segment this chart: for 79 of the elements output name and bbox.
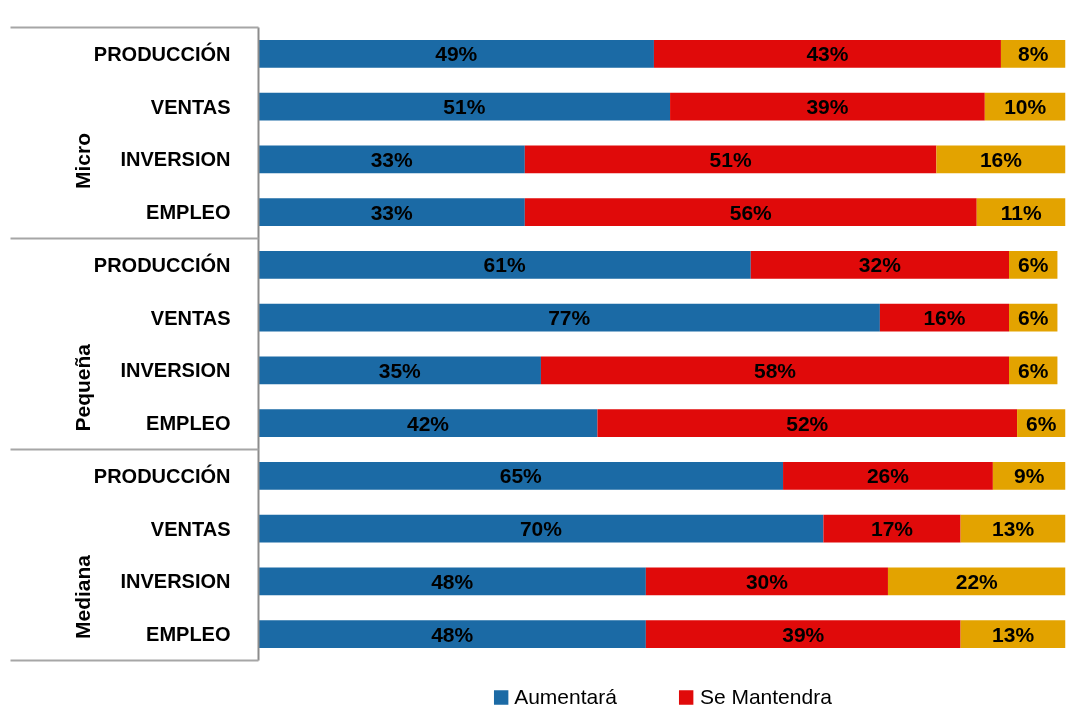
- data-label: 51%: [443, 95, 486, 119]
- data-label: 51%: [709, 147, 752, 171]
- text: Mediana: [71, 554, 94, 640]
- bar: [783, 461, 993, 490]
- text: Micro: [71, 132, 94, 190]
- legend-label: Se Mantendra: [699, 685, 832, 709]
- bar: [258, 409, 598, 438]
- bar: [645, 620, 961, 649]
- data-label: 56%: [729, 200, 773, 224]
- bar: [597, 409, 1018, 438]
- bar: [540, 356, 1010, 385]
- data-label: 16%: [979, 147, 1023, 171]
- data-label: 8%: [1018, 42, 1049, 66]
- y-tick-label: PRODUCCIÓN: [93, 41, 231, 65]
- data-label: 49%: [435, 42, 478, 66]
- data-label: 6%: [1026, 411, 1057, 435]
- data-label: 39%: [806, 95, 849, 119]
- data-label: 39%: [782, 622, 825, 646]
- data-label: 77%: [548, 306, 591, 330]
- data-label: 13%: [992, 622, 1035, 646]
- y-tick-label: PRODUCCIÓN: [93, 463, 231, 487]
- bar: [645, 567, 888, 596]
- data-label: 48%: [431, 622, 474, 646]
- bar: [258, 356, 541, 385]
- data-label: 35%: [378, 358, 422, 382]
- data-label: 22%: [955, 569, 999, 593]
- bar: [879, 303, 1010, 332]
- data-label: 43%: [806, 42, 849, 66]
- data-label: 30%: [745, 569, 789, 593]
- y-tick-label: INVERSION: [120, 148, 231, 171]
- bar: [750, 250, 1010, 279]
- data-label: 6%: [1018, 358, 1049, 382]
- data-label: 61%: [483, 253, 526, 277]
- bar: [936, 145, 1066, 174]
- data-label: 33%: [370, 200, 413, 224]
- bar: [258, 620, 646, 649]
- y-tick-label: VENTAS: [150, 517, 231, 540]
- bar: [258, 461, 784, 490]
- bar: [823, 514, 961, 543]
- data-label: 13%: [992, 517, 1035, 541]
- bar: [258, 198, 525, 227]
- data-label: 65%: [499, 464, 543, 488]
- bar: [258, 303, 880, 332]
- bar: [524, 198, 977, 227]
- bar: [258, 567, 646, 596]
- data-label: 58%: [753, 358, 797, 382]
- data-label: 52%: [786, 411, 829, 435]
- data-label: 33%: [370, 147, 413, 171]
- data-label: 10%: [1004, 95, 1047, 119]
- data-label: 70%: [519, 517, 563, 541]
- data-label: 26%: [866, 464, 910, 488]
- bar: [258, 145, 525, 174]
- y-tick-label: EMPLEO: [146, 623, 231, 646]
- data-label: 42%: [406, 411, 450, 435]
- y-tick-label: VENTAS: [150, 95, 231, 118]
- y-tick-label: INVERSION: [120, 359, 231, 382]
- bar: [670, 92, 985, 121]
- data-label: 32%: [858, 253, 902, 277]
- data-label: 48%: [431, 569, 474, 593]
- bar: [258, 250, 751, 279]
- bar: [887, 567, 1066, 596]
- y-tick-label: INVERSION: [120, 570, 231, 593]
- bar: [524, 145, 937, 174]
- y-tick-label: EMPLEO: [146, 412, 231, 435]
- bar: [258, 39, 654, 68]
- legend-label: Aumentará: [514, 685, 617, 709]
- data-label: 17%: [870, 517, 914, 541]
- data-label: 9%: [1014, 464, 1045, 488]
- data-label: 6%: [1018, 306, 1049, 330]
- bar: [258, 92, 671, 121]
- y-tick-label: PRODUCCIÓN: [93, 252, 231, 276]
- data-label: 6%: [1018, 253, 1049, 277]
- y-tick-label: EMPLEO: [146, 201, 231, 224]
- y-tick-label: VENTAS: [150, 306, 231, 329]
- data-label: 11%: [1000, 200, 1042, 224]
- data-label: 16%: [923, 306, 966, 330]
- bar: [258, 514, 824, 543]
- text: Pequeña: [71, 343, 94, 432]
- bar: [653, 39, 1001, 68]
